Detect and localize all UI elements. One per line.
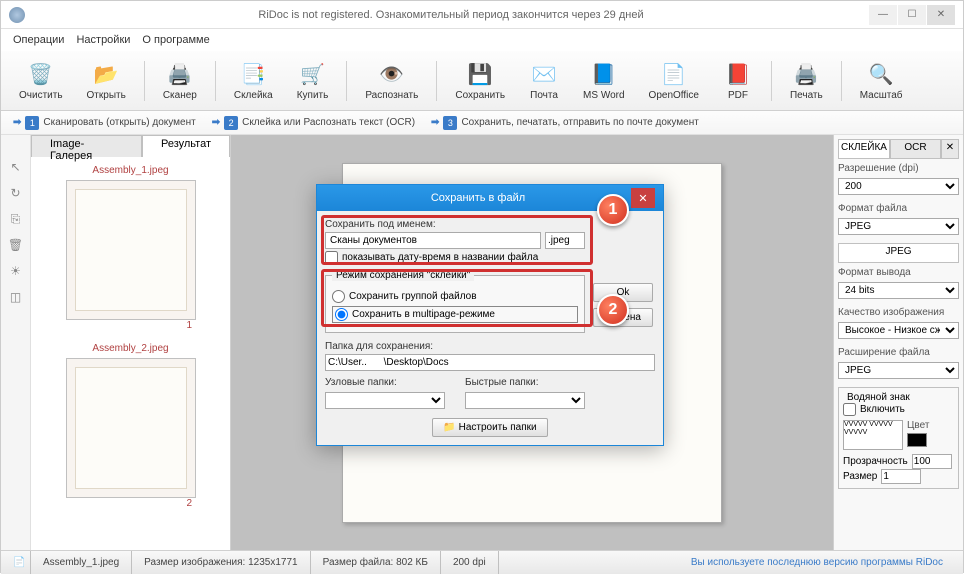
filename-input[interactable] [325,232,541,249]
sb-version-link[interactable]: Вы используете последнюю версию программ… [691,557,963,568]
toolbar-почта[interactable]: ✉️Почта [519,56,569,105]
size-input[interactable] [881,469,921,484]
toolbar-сканер[interactable]: 🖨️Сканер [153,56,207,105]
dialog-close-icon[interactable]: ✕ [631,188,655,208]
radio-group-files[interactable]: Сохранить группой файлов [332,290,578,303]
format-label: Формат файла [838,203,959,214]
format-select[interactable]: JPEG [838,218,959,235]
radio-multipage[interactable]: Сохранить в multipage-режиме [332,306,578,323]
vtool-brightness-icon[interactable]: ☀ [8,263,24,279]
toolbar-openoffice[interactable]: 📄OpenOffice [639,56,709,105]
transparency-label: Прозрачность [843,456,908,467]
vtool-delete-icon[interactable]: 🗑 [8,237,24,253]
watermark-legend: Водяной знак [843,392,954,403]
tab-gallery[interactable]: Image-Галерея [31,135,142,157]
menubar: Операции Настройки О программе [1,29,963,51]
stepbar: ➡1Сканировать (открыть) документ ➡2Склейк… [1,111,963,135]
vertical-toolbar: ↖ ↻ ⎘ 🗑 ☀ ◫ [1,135,31,550]
thumbnail[interactable]: Assembly_2.jpeg2 [39,343,222,509]
watermark-pattern[interactable]: VVVVV VVVVV VVVVV [843,420,903,450]
enable-watermark[interactable]: Включить [843,403,954,416]
toolbar-купить[interactable]: 🛒Купить [287,56,339,105]
maximize-button[interactable]: ☐ [898,5,926,25]
toolbar-ms word[interactable]: 📘MS Word [573,56,635,105]
folder-label: Папка для сохранения: [325,341,655,352]
rtab-ocr[interactable]: OCR [890,139,941,159]
toolbar-очистить[interactable]: 🗑️Очистить [9,56,73,105]
nodefolders-label: Узловые папки: [325,377,445,388]
vtool-rotate-icon[interactable]: ↻ [8,185,24,201]
marker-1: 1 [597,194,629,226]
quickfolders-label: Быстрые папки: [465,377,585,388]
toolbar-печать[interactable]: 🖨️Печать [780,56,833,105]
extension-input[interactable] [545,232,585,249]
size-label: Размер [843,471,877,482]
resolution-select[interactable]: 200 [838,178,959,195]
step-3: ➡3Сохранить, печатать, отправить по почт… [431,116,699,130]
color-swatch[interactable] [907,433,927,447]
menu-about[interactable]: О программе [142,34,209,46]
toolbar-сохранить[interactable]: 💾Сохранить [445,56,515,105]
dialog-title: Сохранить в файл [325,192,631,204]
sb-filename: Assembly_1.jpeg [31,551,132,574]
quickfolders-select[interactable] [465,392,585,409]
toolbar-масштаб[interactable]: 🔍Масштаб [850,56,913,105]
close-button[interactable]: ✕ [927,5,955,25]
app-icon [9,7,25,23]
statusbar: 📄 Assembly_1.jpeg Размер изображения: 12… [1,550,963,574]
rtab-close-icon[interactable]: ✕ [941,139,959,159]
left-tabs: Image-Галерея Результат [31,135,230,157]
sb-dpi: 200 dpi [441,551,499,574]
menu-settings[interactable]: Настройки [76,34,130,46]
resolution-label: Разрешение (dpi) [838,163,959,174]
quality-label: Качество изображения [838,307,959,318]
tab-result[interactable]: Результат [142,135,230,157]
ext-select[interactable]: JPEG [838,362,959,379]
menu-operations[interactable]: Операции [13,34,64,46]
title-text: RiDoc is not registered. Ознакомительный… [33,9,869,21]
rtab-skleyka[interactable]: СКЛЕЙКА [838,139,890,159]
transparency-input[interactable] [912,454,952,469]
config-folders-button[interactable]: 📁 Настроить папки [432,418,547,437]
right-panel: СКЛЕЙКА OCR ✕ Разрешение (dpi) 200 Форма… [833,135,963,550]
vtool-crop-icon[interactable]: ◫ [8,289,24,305]
color-label: Цвет [907,420,929,431]
nodefolders-select[interactable] [325,392,445,409]
folder-path-input[interactable] [325,354,655,371]
toolbar-открыть[interactable]: 📂Открыть [77,56,136,105]
ext-label: Расширение файла [838,347,959,358]
sb-filesize: Размер файла: 802 КБ [311,551,441,574]
sb-icon: 📄 [1,551,31,574]
marker-2: 2 [597,294,629,326]
thumbnails: Assembly_1.jpeg1Assembly_2.jpeg2 [31,157,230,547]
minimize-button[interactable]: — [869,5,897,25]
titlebar: RiDoc is not registered. Ознакомительный… [1,1,963,29]
output-label: Формат вывода [838,267,959,278]
toolbar: 🗑️Очистить📂Открыть 🖨️Сканер 📑Склейка🛒Купит… [1,51,963,111]
vtool-copy-icon[interactable]: ⎘ [8,211,24,227]
toolbar-распознать[interactable]: 👁️Распознать [355,56,428,105]
window-controls: — ☐ ✕ [869,5,955,25]
sb-dimensions: Размер изображения: 1235x1771 [132,551,310,574]
save-as-label: Сохранить под именем: [325,219,585,230]
left-panel: Image-Галерея Результат Assembly_1.jpeg1… [31,135,231,550]
vtool-arrow-icon[interactable]: ↖ [8,159,24,175]
output-select[interactable]: 24 bits [838,282,959,299]
quality-select[interactable]: Высокое - Низкое сжа [838,322,959,339]
rtab-jpeg[interactable]: JPEG [838,243,959,263]
toolbar-склейка[interactable]: 📑Склейка [224,56,283,105]
mode-legend: Режим сохранения "склейки" [332,270,474,281]
step-2: ➡2Склейка или Распознать текст (OCR) [212,116,415,130]
step-1: ➡1Сканировать (открыть) документ [13,116,196,130]
thumbnail[interactable]: Assembly_1.jpeg1 [39,165,222,331]
toolbar-pdf[interactable]: 📕PDF [713,56,763,105]
show-date-checkbox[interactable]: показывать дату-время в названии файла [325,251,585,264]
